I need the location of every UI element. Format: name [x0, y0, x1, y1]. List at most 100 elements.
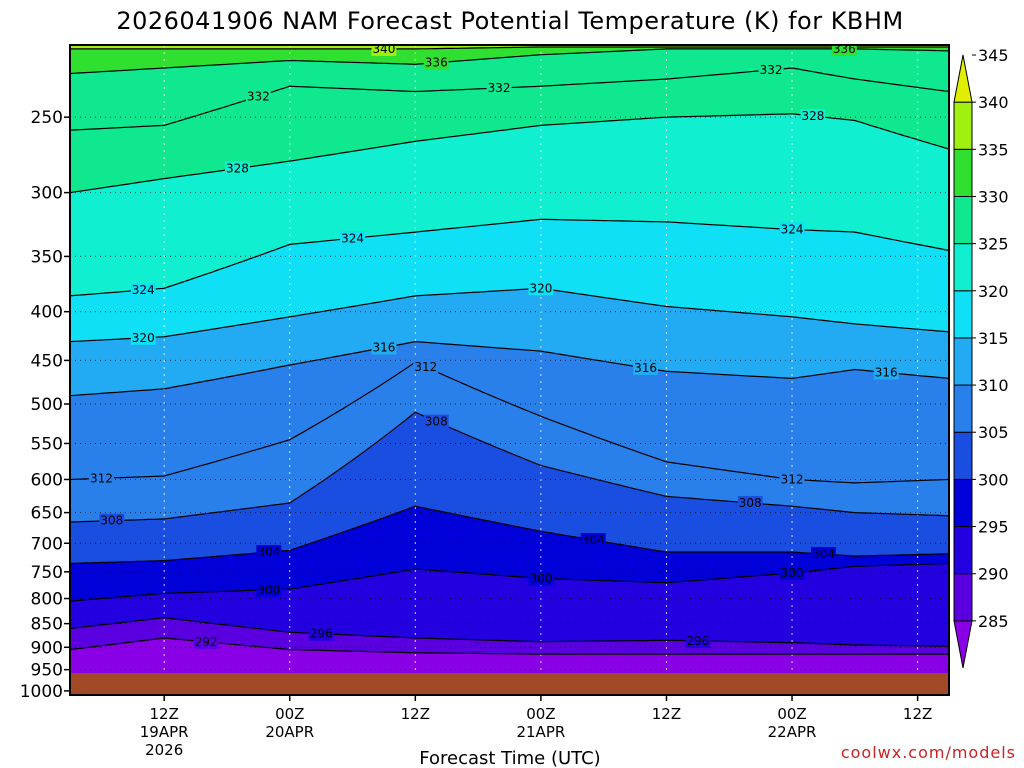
ytick-label-1000: 1000	[20, 682, 63, 702]
contour-label-324-8: 324	[340, 231, 365, 246]
colorbar-label-315: 315	[978, 329, 1009, 348]
contour-label-324-10: 324	[130, 282, 156, 297]
pressure-axis: 250 300 350 400 450 500 550 600 650 700 750 800 850 9…	[20, 108, 70, 702]
colorbar-swatch-295	[953, 526, 973, 575]
ytick-label-800: 800	[31, 590, 63, 610]
ground-surface	[70, 673, 949, 695]
contour-label-text: 312	[781, 472, 804, 486]
colorbar-swatch-335	[953, 148, 973, 197]
contour-label-bg	[371, 45, 397, 56]
ytick-label-450: 450	[31, 351, 63, 371]
colorbar-swatch-340	[953, 101, 973, 150]
contour-label-bg	[810, 547, 836, 562]
contour-label-312-18: 312	[88, 471, 114, 486]
contour-label-296-29: 296	[685, 633, 711, 648]
ytick-label-900: 900	[31, 638, 63, 658]
ytick-label-750: 750	[31, 563, 63, 583]
credit-text: coolwx.com/models	[841, 743, 1016, 762]
contour-label-bg	[779, 222, 805, 237]
contour-label-bg	[423, 414, 449, 429]
contour-label-bg	[423, 55, 449, 70]
contour-label-text: 304	[582, 533, 605, 547]
xtick-label-6-2: 19APR	[140, 723, 189, 741]
contour-label-bg	[193, 634, 219, 649]
contour-label-text: 296	[686, 634, 709, 648]
contour-label-text: 332	[247, 89, 270, 103]
colorbar-swatch-305	[953, 431, 973, 480]
contour-296	[70, 617, 949, 647]
colorbar-label-345: 345	[978, 46, 1009, 65]
contour-label-bg	[256, 582, 282, 597]
contour-316	[70, 340, 949, 397]
contour-label-bg	[88, 471, 114, 486]
contour-label-bg	[224, 161, 250, 176]
contour-label-bg	[633, 361, 658, 376]
contour-label-text: 320	[132, 331, 155, 345]
xtick-label-78-1: 12Z	[903, 705, 932, 723]
xtick-label-30-1: 12Z	[401, 705, 430, 723]
contour-label-text: 324	[781, 223, 804, 237]
contour-label-bg	[831, 45, 857, 56]
contour-label-328-6: 328	[224, 161, 250, 176]
contour-label-bg	[413, 360, 439, 375]
contour-320	[70, 287, 949, 343]
contour-label-text: 292	[195, 635, 218, 649]
contour-340	[70, 46, 949, 50]
colorbar: 285 290 295 300 305 310 315 320 325 330 335 340 345	[953, 46, 1009, 669]
ytick-label-300: 300	[31, 184, 63, 204]
contour-label-332-4: 332	[486, 81, 512, 96]
contour-label-332-5: 332	[758, 62, 784, 77]
contour-label-320-12: 320	[130, 330, 156, 345]
contour-label-text: 316	[875, 365, 898, 379]
contour-label-text: 312	[90, 471, 113, 485]
contour-label-text: 296	[310, 627, 333, 641]
contour-label-bg	[486, 81, 512, 96]
contour-label-text: 328	[802, 109, 825, 123]
colorbar-label-295: 295	[978, 518, 1009, 537]
contour-label-300-26: 300	[528, 571, 554, 586]
contour-label-bg	[99, 513, 125, 528]
ytick-label-500: 500	[31, 395, 63, 415]
contour-336	[70, 48, 949, 75]
contour-label-bg	[245, 89, 271, 104]
contour-labels: 340 336 336 332 332 332 328 328 324 324 324 320 320 3…	[88, 45, 899, 649]
colorbar-swatch-285	[953, 620, 973, 669]
contour-label-text: 332	[488, 81, 511, 95]
contour-label-bg	[685, 633, 711, 648]
contour-label-text: 324	[341, 231, 364, 245]
contour-label-text: 300	[529, 571, 552, 585]
contour-label-300-25: 300	[256, 582, 282, 597]
contour-label-308-20: 308	[737, 495, 763, 510]
ytick-label-700: 700	[31, 534, 63, 554]
contour-label-bg	[130, 330, 156, 345]
ytick-label-250: 250	[31, 108, 63, 128]
colorbar-label-320: 320	[978, 282, 1009, 301]
colorbar-label-290: 290	[978, 565, 1009, 584]
colorbar-swatch-320	[953, 290, 973, 339]
contour-label-text: 332	[760, 63, 783, 77]
ytick-label-400: 400	[31, 303, 63, 323]
ytick-label-550: 550	[31, 434, 63, 454]
contour-label-300-27: 300	[779, 565, 805, 580]
contour-label-292-30: 292	[193, 634, 219, 649]
contour-label-bg	[256, 545, 282, 560]
colorbar-label-325: 325	[978, 235, 1009, 254]
contour-label-bg	[528, 281, 554, 296]
contour-label-336-2: 336	[831, 45, 857, 56]
contour-label-304-24: 304	[810, 547, 836, 562]
colorbar-label-305: 305	[978, 423, 1009, 442]
x-axis-label: Forecast Time (UTC)	[419, 748, 600, 768]
contour-label-bg	[130, 282, 156, 297]
contour-label-304-22: 304	[256, 545, 282, 560]
isentrope-fills	[70, 45, 949, 695]
contour-label-text: 320	[529, 281, 552, 295]
xtick-label-54-1: 12Z	[652, 705, 681, 723]
ytick-label-600: 600	[31, 470, 63, 490]
contour-label-text: 308	[100, 514, 123, 528]
plot-area: 340 336 336 332 332 332 328 328 324 324 324 320 320 3…	[70, 45, 949, 695]
ytick-label-850: 850	[31, 615, 63, 635]
contour-label-text: 300	[781, 566, 804, 580]
colorbar-swatch-300	[953, 478, 973, 528]
